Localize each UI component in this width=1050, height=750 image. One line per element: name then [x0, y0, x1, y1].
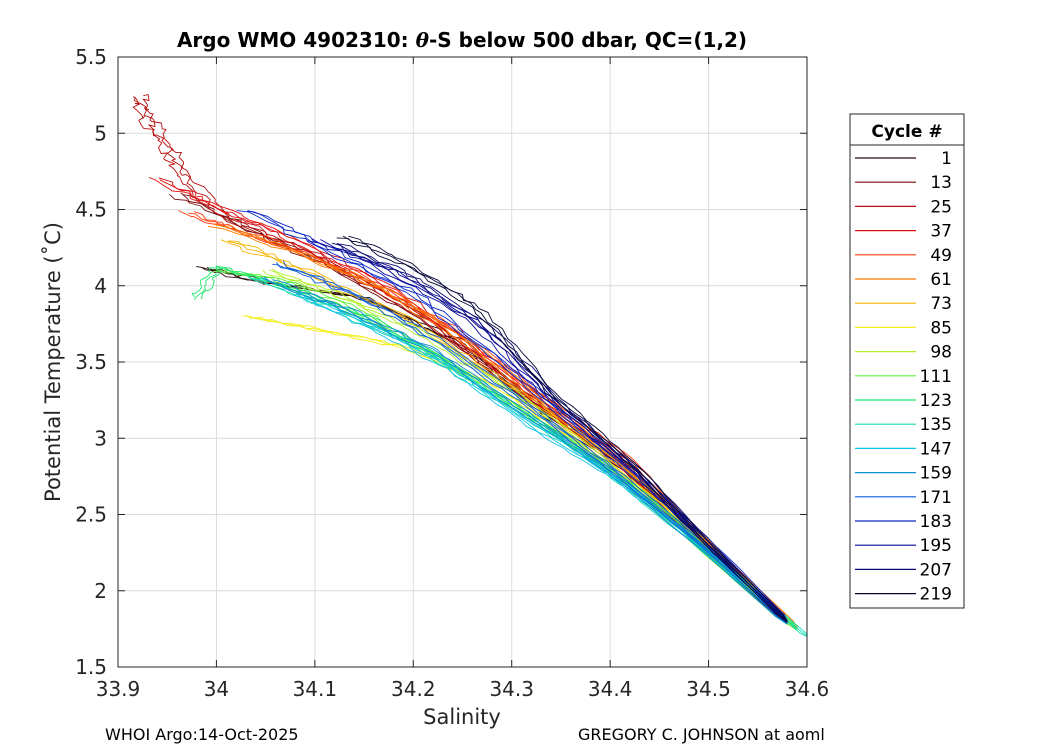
series-line-cycle-207	[331, 242, 788, 624]
x-tick-label: 34.3	[489, 677, 534, 701]
legend-label-cycle-49: 49	[930, 246, 952, 266]
x-axis-label: Salinity	[423, 705, 501, 729]
series-line-cycle-159	[272, 279, 788, 625]
x-tick-label: 34.6	[785, 677, 830, 701]
legend-label-cycle-1: 1	[941, 149, 952, 169]
axis-ticks: 33.9 34 34.1 34.2 34.3 34.4 34.5 34.6 1.5 2 2.5 3 3.…	[75, 45, 829, 701]
legend-label-cycle-219: 219	[920, 585, 952, 605]
legend-title: Cycle #	[871, 122, 942, 142]
legend-label-cycle-183: 183	[920, 512, 952, 532]
legend-label-cycle-98: 98	[930, 343, 952, 363]
legend-label-cycle-195: 195	[920, 536, 952, 556]
y-tick-label: 1.5	[75, 655, 107, 679]
series-line-cycle-219	[348, 235, 788, 622]
legend-label-cycle-171: 171	[920, 488, 952, 508]
legend: Cycle # 1 13 25 37 49 61 73 85 98 111 123 135 147 159…	[849, 113, 965, 609]
x-tick-label: 34.5	[686, 677, 731, 701]
y-tick-label: 5	[94, 121, 107, 145]
y-tick-label: 3.5	[75, 350, 107, 374]
y-tick-label: 4.5	[75, 198, 107, 222]
chart-title: Argo WMO 4902310: θ-S below 500 dbar, QC…	[177, 28, 747, 52]
series-lines	[132, 94, 808, 637]
legend-label-cycle-13: 13	[930, 173, 952, 193]
legend-label-cycle-37: 37	[930, 222, 952, 242]
series-line-cycle-219	[336, 237, 788, 622]
series-line-cycle-171	[282, 260, 788, 624]
legend-label-cycle-61: 61	[930, 270, 952, 290]
x-tick-label: 34	[204, 677, 229, 701]
y-tick-label: 2.5	[75, 503, 107, 527]
footer-right: GREGORY C. JOHNSON at aoml	[578, 725, 825, 744]
x-tick-label: 34.4	[588, 677, 633, 701]
x-tick-label: 33.9	[96, 677, 141, 701]
series-line-cycle-171	[272, 264, 788, 624]
x-tick-label: 34.1	[293, 677, 338, 701]
legend-label-cycle-207: 207	[920, 560, 952, 580]
y-tick-label: 3	[94, 426, 107, 450]
series-line-cycle-207	[336, 243, 788, 624]
legend-label-cycle-111: 111	[920, 367, 952, 387]
series-line-cycle-159	[263, 276, 788, 625]
y-axis-label: Potential Temperature (˚C)	[41, 222, 65, 502]
legend-label-cycle-135: 135	[920, 415, 952, 435]
series-line-cycle-195	[320, 239, 788, 622]
y-tick-label: 2	[94, 579, 107, 603]
legend-label-cycle-147: 147	[920, 439, 952, 459]
legend-label-cycle-123: 123	[920, 391, 952, 411]
series-line-cycle-183	[247, 210, 788, 622]
y-tick-label: 5.5	[75, 45, 107, 69]
series-line-cycle-159	[260, 276, 788, 625]
series-line-cycle-219	[342, 235, 788, 622]
x-tick-label: 34.2	[391, 677, 436, 701]
series-line-cycle-61	[222, 225, 798, 628]
legend-box	[849, 113, 965, 609]
legend-label-cycle-85: 85	[930, 318, 952, 338]
y-tick-label: 4	[94, 274, 107, 298]
footer-left: WHOI Argo:14-Oct-2025	[105, 725, 299, 744]
legend-label-cycle-159: 159	[920, 464, 952, 484]
legend-label-cycle-73: 73	[930, 294, 952, 314]
legend-items: 1 13 25 37 49 61 73 85 98 111 123 135 147 159 171 183 19…	[855, 149, 952, 605]
legend-label-cycle-25: 25	[930, 197, 952, 217]
